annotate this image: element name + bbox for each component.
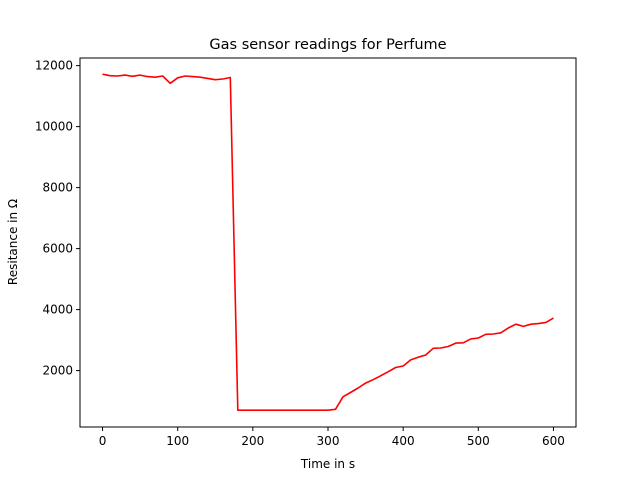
x-tick-label: 600: [542, 434, 565, 448]
x-tick-label: 200: [241, 434, 264, 448]
x-tick-label: 400: [392, 434, 415, 448]
x-tick-label: 300: [317, 434, 340, 448]
plot-layer: [102, 73, 554, 412]
chart-title: Gas sensor readings for Perfume: [209, 37, 446, 53]
y-tick-label: 8000: [42, 181, 73, 195]
x-tick-label: 0: [99, 434, 107, 448]
y-tick-label: 2000: [42, 364, 73, 378]
axis-layer: 0 100 200 300 400 500 600 2000 4000 6000 8000 10000…: [35, 59, 565, 448]
y-axis-label: Resitance in Ω: [6, 199, 20, 285]
y-tick-label: 4000: [42, 303, 73, 317]
series-line: [102, 73, 554, 412]
x-tick-label: 100: [166, 434, 189, 448]
y-tick-label: 10000: [35, 120, 73, 134]
plot-area-frame: [79, 57, 577, 428]
y-tick-label: 6000: [42, 242, 73, 256]
x-tick-label: 500: [467, 434, 490, 448]
y-tick-label: 12000: [35, 59, 73, 73]
x-axis-label: Time in s: [300, 457, 355, 471]
